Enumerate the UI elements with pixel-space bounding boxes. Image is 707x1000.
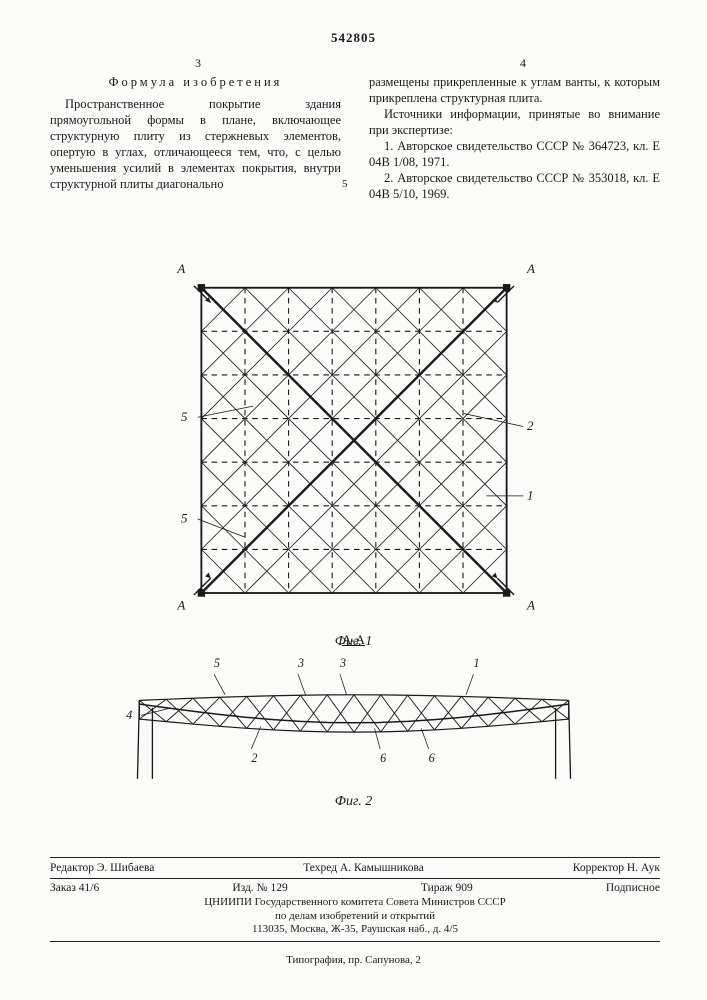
figure-2: А-А 4 5 3 3 1 2 6 6 Фиг. 2: [0, 632, 707, 810]
corrector: Корректор Н. Аук: [573, 862, 660, 874]
order-no: Заказ 41/6: [50, 882, 99, 894]
svg-text:2: 2: [251, 751, 257, 765]
figure-1: AAAA5521 Фиг. 1: [0, 260, 707, 650]
right-p3: 1. Авторское свидетельство СССР № 364723…: [369, 138, 660, 170]
section-label: А-А: [0, 632, 707, 648]
column-number-left: 3: [195, 56, 201, 71]
figure-1-svg: A A A A 5 5 2 1: [144, 260, 564, 630]
techred: Техред А. Камышникова: [303, 862, 424, 874]
left-paragraph: Пространственное покрытие здания прямоуг…: [50, 96, 341, 192]
line-number-marker: 5: [342, 178, 348, 190]
svg-text:5: 5: [181, 409, 188, 424]
footer-org: ЦНИИПИ Государственного комитета Совета …: [50, 896, 660, 942]
org-line1: ЦНИИПИ Государственного комитета Совета …: [50, 896, 660, 910]
svg-text:4: 4: [126, 708, 132, 722]
footer-credits: Редактор Э. Шибаева Техред А. Камышников…: [50, 857, 660, 879]
svg-text:6: 6: [428, 751, 434, 765]
footer: Редактор Э. Шибаева Техред А. Камышников…: [50, 857, 660, 942]
svg-text:1: 1: [526, 488, 532, 503]
footer-print-info: Заказ 41/6 Изд. № 129 Тираж 909 Подписно…: [50, 879, 660, 894]
svg-text:A: A: [176, 261, 185, 276]
svg-text:A: A: [525, 598, 534, 613]
subscribed: Подписное: [606, 882, 660, 894]
right-column: размещены прикрепленные к углам ванты, к…: [369, 74, 660, 202]
patent-number: 542805: [0, 30, 707, 46]
svg-text:1: 1: [473, 656, 479, 670]
right-p2: Источники информации, принятые во вниман…: [369, 106, 660, 138]
svg-text:A: A: [176, 598, 185, 613]
tirazh: Тираж 909: [421, 882, 473, 894]
column-number-right: 4: [520, 56, 526, 71]
org-line2: по делам изобретений и открытий: [50, 910, 660, 924]
svg-text:3: 3: [297, 656, 304, 670]
formula-heading: Формула изобретения: [50, 74, 341, 90]
left-column: Формула изобретения Пространственное пок…: [50, 74, 341, 202]
page: 542805 3 4 Формула изобретения Пространс…: [0, 0, 707, 1000]
typography-line: Типография, пр. Сапунова, 2: [0, 954, 707, 966]
svg-text:5: 5: [214, 656, 220, 670]
text-columns: Формула изобретения Пространственное пок…: [50, 74, 660, 202]
org-address: 113035, Москва, Ж-35, Раушская наб., д. …: [50, 923, 660, 937]
figure-2-caption: Фиг. 2: [0, 794, 707, 810]
svg-text:2: 2: [526, 418, 533, 433]
svg-text:5: 5: [181, 511, 188, 526]
izd-no: Изд. № 129: [232, 882, 287, 894]
right-p1: размещены прикрепленные к углам ванты, к…: [369, 74, 660, 106]
svg-text:6: 6: [380, 751, 386, 765]
right-p4: 2. Авторское свидетельство СССР № 353018…: [369, 170, 660, 202]
svg-text:3: 3: [339, 656, 346, 670]
figure-2-svg: 4 5 3 3 1 2 6 6: [94, 650, 614, 790]
editor: Редактор Э. Шибаева: [50, 862, 154, 874]
svg-text:A: A: [525, 261, 534, 276]
